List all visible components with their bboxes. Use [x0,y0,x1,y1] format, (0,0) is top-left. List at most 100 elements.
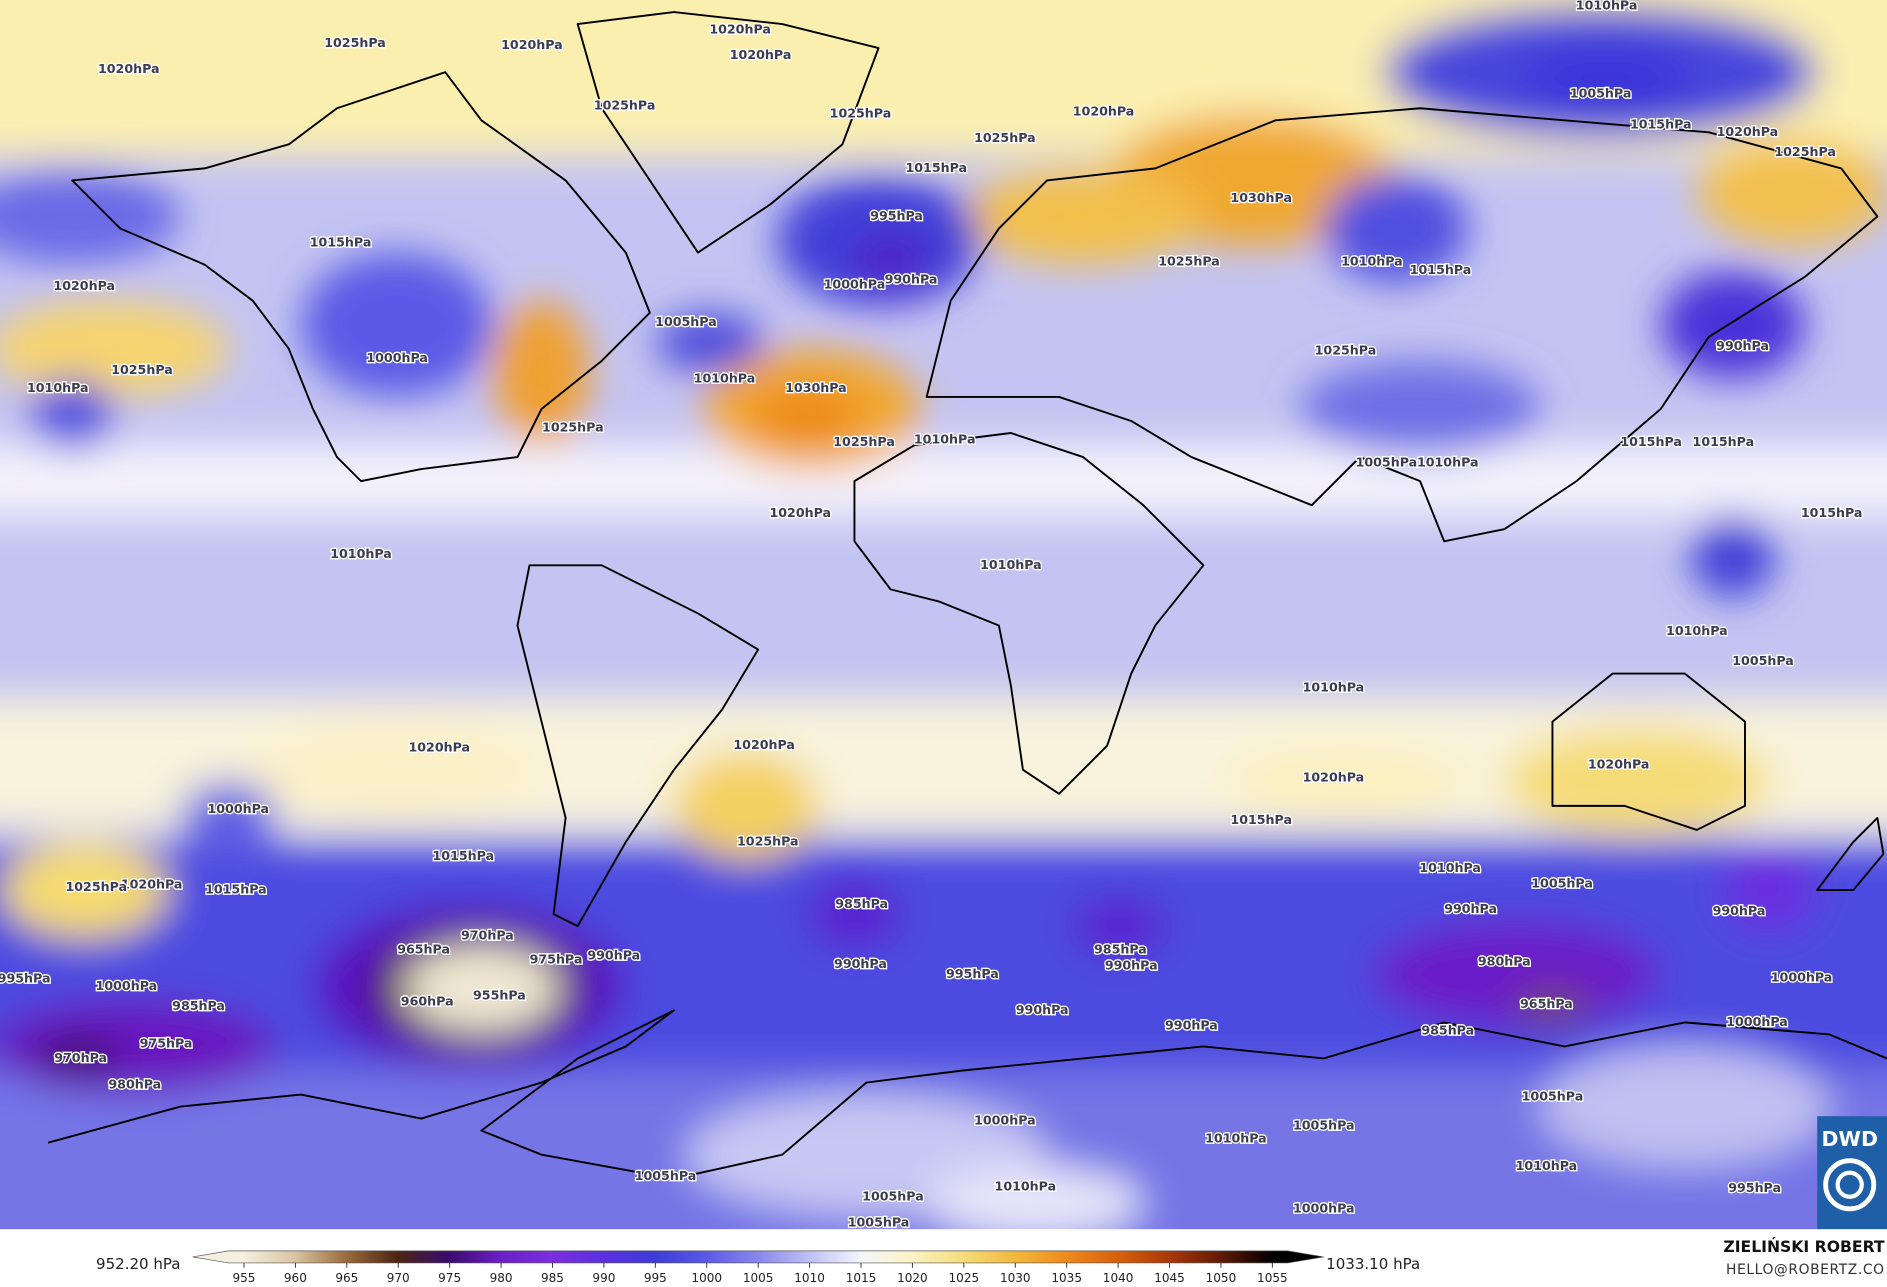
pressure-label: 1020hPa [53,278,115,293]
colorbar-tick-label: 1000 [691,1271,722,1285]
pressure-labels: 1020hPa 1025hPa 1020hPa 1020hPa 1010hPa 1020h… [0,0,1864,1231]
pressure-label: 1005hPa [848,1215,910,1230]
pressure-label: 1025hPa [324,35,386,50]
pressure-label: 1020hPa [98,61,160,76]
pressure-label: 1020hPa [733,737,795,752]
pressure-label: 1015hPa [1410,262,1472,277]
pressure-label: 1010hPa [1341,254,1403,269]
pressure-label: 995hPa [870,208,923,223]
pressure-label: 965hPa [1520,996,1573,1011]
colorbar-tick-label: 975 [438,1271,461,1285]
colorbar-tick-label: 1050 [1206,1271,1237,1285]
colorbar-tick-label: 1015 [846,1271,877,1285]
pressure-label: 990hPa [1444,901,1497,916]
colorbar-bar [192,1250,1324,1264]
colorbar-tick-label: 1030 [1000,1271,1031,1285]
pressure-label: 1000hPa [1293,1200,1355,1215]
pressure-label: 1005hPa [1522,1088,1584,1103]
pressure-label: 1000hPa [974,1113,1036,1128]
pressure-label: 990hPa [587,948,640,963]
pressure-label: 1010hPa [330,546,392,561]
pressure-label: 1020hPa [1303,770,1365,785]
colorbar-tick-label: 1055 [1257,1271,1288,1285]
colorbar-tick-label: 1040 [1103,1271,1134,1285]
pressure-label: 1005hPa [1732,653,1794,668]
pressure-label: 1005hPa [1570,85,1632,100]
pressure-label: 1000hPa [824,277,886,292]
colorbar-tick-label: 985 [541,1271,564,1285]
pressure-label: 985hPa [172,998,225,1013]
pressure-label: 1005hPa [1356,455,1418,470]
logo-text: DWD [1821,1127,1877,1151]
pressure-label: 1005hPa [1531,876,1593,891]
pressure-label: 1020hPa [709,22,771,37]
pressure-label: 1015hPa [1230,812,1292,827]
pressure-label: 1020hPa [501,37,563,52]
coastline [71,71,651,483]
coastline [853,432,1205,795]
pressure-label: 1020hPa [730,47,792,62]
pressure-label: 975hPa [530,951,583,966]
pressure-label: 990hPa [1016,1002,1069,1017]
pressure-label: 1015hPa [1801,505,1863,520]
colorbar-tick-label: 1005 [743,1271,774,1285]
pressure-label: 1025hPa [1315,343,1377,358]
colorbar-tick-label: 1035 [1051,1271,1082,1285]
coastline [1816,816,1885,892]
colorbar-tick-label: 970 [387,1271,410,1285]
pressure-label: 995hPa [0,971,50,986]
colorbar-tick-label: 960 [284,1271,307,1285]
pressure-label: 1025hPa [542,420,604,435]
colorbar-tick-label: 980 [490,1271,513,1285]
pressure-label: 990hPa [834,956,887,971]
pressure-label: 990hPa [1165,1017,1218,1032]
colorbar: 952.20 hPa 1033.10 hPa 955 960 965 970 975 98… [96,1250,1420,1285]
pressure-label: 1015hPa [1620,434,1682,449]
max-label: 1033.10 hPa [1326,1255,1420,1273]
pressure-label: 1010hPa [995,1179,1057,1194]
colorbar-tick-label: 955 [232,1271,255,1285]
pressure-label: 995hPa [1728,1180,1781,1195]
min-label: 952.20 hPa [96,1255,180,1273]
pressure-label: 1005hPa [1293,1117,1355,1132]
pressure-label: 1010hPa [1417,455,1479,470]
pressure-label: 1025hPa [737,833,799,848]
pressure-label: 1020hPa [1717,124,1779,139]
pressure-label: 1010hPa [1516,1158,1578,1173]
pressure-label: 955hPa [473,987,526,1002]
pressure-label: 1010hPa [1576,0,1638,13]
pressure-label: 1015hPa [433,848,495,863]
coastline [47,1009,1887,1180]
pressure-label: 1015hPa [1693,434,1755,449]
pressure-label: 1010hPa [694,370,756,385]
pressure-label: 1000hPa [366,350,428,365]
pressure-label: 1025hPa [594,97,656,112]
pressure-label: 1025hPa [1158,254,1220,269]
pressure-label: 1025hPa [833,434,895,449]
colorbar-tick-label: 995 [644,1271,667,1285]
pressure-label: 1015hPa [205,882,267,897]
pressure-label: 1000hPa [1771,969,1833,984]
logo: DWD [1817,1116,1887,1230]
pressure-label: 1015hPa [905,160,967,175]
pressure-label: 1020hPa [1588,756,1650,771]
pressure-label: 1000hPa [207,801,269,816]
author-email: HELLO@ROBERTZ.CO [1726,1262,1885,1278]
coastline [1551,672,1746,831]
author-name: ZIELIŃSKI ROBERT [1723,1237,1885,1256]
pressure-label: 1000hPa [1726,1014,1788,1029]
pressure-label: 1030hPa [1230,190,1292,205]
pressure-label: 1025hPa [974,130,1036,145]
pressure-label: 965hPa [397,942,450,957]
coastline [576,11,880,254]
pressure-label: 1010hPa [980,557,1042,572]
pressure-label: 1015hPa [310,234,372,249]
colorbar-tick-label: 990 [592,1271,615,1285]
pressure-label: 1010hPa [1303,680,1365,695]
pressure-label: 1010hPa [27,380,89,395]
pressure-label: 970hPa [54,1050,107,1065]
pressure-label: 990hPa [1713,903,1766,918]
pressure-label: 1000hPa [96,978,158,993]
